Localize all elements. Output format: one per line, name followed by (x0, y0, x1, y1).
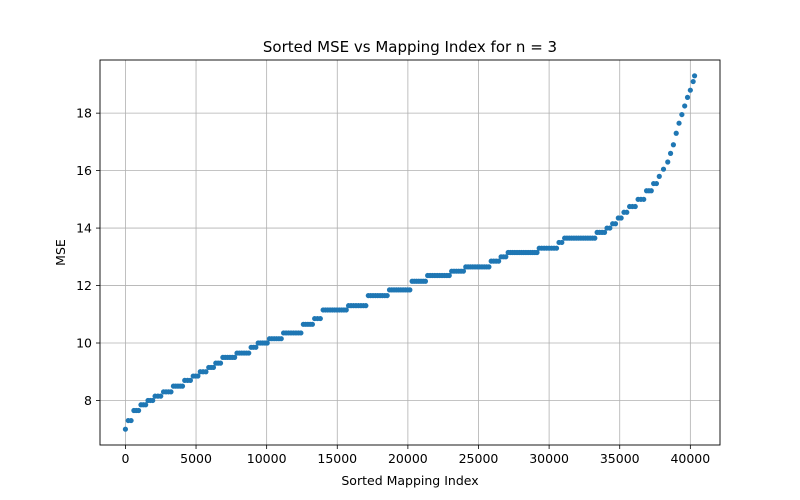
data-point (667, 150, 674, 156)
data-point-fill (203, 369, 209, 375)
data-point-fill (168, 389, 174, 395)
data-point-fill (343, 307, 349, 313)
data-point-fill (534, 249, 540, 256)
data-point-fill (486, 264, 492, 270)
y-tick-label: 10 (76, 336, 92, 351)
data-point-fill (601, 229, 608, 235)
data-point (665, 159, 671, 165)
data-point-fill (496, 258, 502, 264)
data-layer (122, 73, 698, 432)
data-point-fill (624, 209, 630, 215)
data-point (690, 78, 696, 85)
data-point-fill (195, 373, 201, 379)
tick-layer: 0 5000 10000 15000 20000 25000 30000 35000 40000… (76, 106, 710, 466)
data-point-fill (187, 377, 193, 383)
x-tick-label: 35000 (600, 451, 640, 466)
data-point-fill (653, 180, 660, 187)
y-tick-label: 8 (84, 393, 92, 408)
data-point (122, 426, 129, 432)
data-point-fill (232, 354, 238, 360)
x-tick-label: 0 (121, 451, 129, 466)
y-tick-label: 12 (76, 278, 92, 293)
data-point (673, 130, 679, 136)
data-point-fill (618, 215, 624, 221)
data-point (679, 111, 685, 118)
y-tick-label: 16 (76, 163, 92, 178)
y-tick-label: 18 (76, 106, 92, 121)
data-point-fill (612, 221, 619, 227)
data-point-fill (460, 268, 467, 274)
data-point-fill (317, 315, 323, 322)
data-point-fill (210, 364, 217, 371)
data-point (684, 94, 691, 100)
y-tick-label: 14 (76, 221, 92, 236)
data-point (660, 166, 667, 172)
x-tick-label: 20000 (388, 451, 428, 466)
x-axis-title: Sorted Mapping Index (341, 473, 478, 488)
data-point-fill (592, 235, 598, 241)
data-point (691, 73, 698, 79)
x-tick-label: 10000 (247, 451, 287, 466)
data-point-fill (298, 330, 304, 336)
data-point-fill (150, 397, 156, 404)
data-point-fill (503, 254, 509, 260)
data-point-fill (179, 383, 186, 389)
y-axis-title: MSE (53, 239, 68, 266)
data-point-fill (309, 321, 316, 327)
data-point-fill (632, 203, 638, 210)
x-tick-label: 5000 (180, 451, 212, 466)
data-point-fill (407, 287, 413, 293)
data-point-fill (559, 239, 565, 246)
data-point-fill (158, 393, 164, 399)
data-point-fill (641, 196, 647, 202)
x-tick-label: 40000 (670, 451, 710, 466)
data-point (676, 120, 682, 126)
x-tick-label: 15000 (317, 451, 357, 466)
data-point-fill (143, 402, 149, 408)
data-point-fill (553, 245, 560, 251)
data-point-fill (246, 350, 252, 356)
data-point (687, 87, 693, 93)
data-point-fill (253, 344, 259, 350)
data-point-fill (363, 303, 369, 309)
data-point-fill (648, 188, 654, 194)
x-tick-label: 30000 (529, 451, 569, 466)
data-point (682, 103, 688, 109)
data-point-fill (136, 407, 142, 414)
data-point-fill (217, 360, 224, 366)
plot-frame (99, 59, 721, 446)
chart-title: Sorted MSE vs Mapping Index for n = 3 (263, 38, 557, 56)
data-point-fill (264, 340, 270, 346)
data-point-fill (446, 272, 452, 279)
data-point-fill (384, 292, 390, 299)
data-point (656, 173, 662, 179)
data-point-fill (278, 336, 284, 342)
grid-layer (100, 60, 720, 445)
data-point-fill (422, 278, 429, 284)
data-point-fill (128, 417, 134, 424)
x-tick-label: 25000 (459, 451, 499, 466)
data-point-fill (607, 225, 613, 231)
data-point (670, 142, 676, 148)
